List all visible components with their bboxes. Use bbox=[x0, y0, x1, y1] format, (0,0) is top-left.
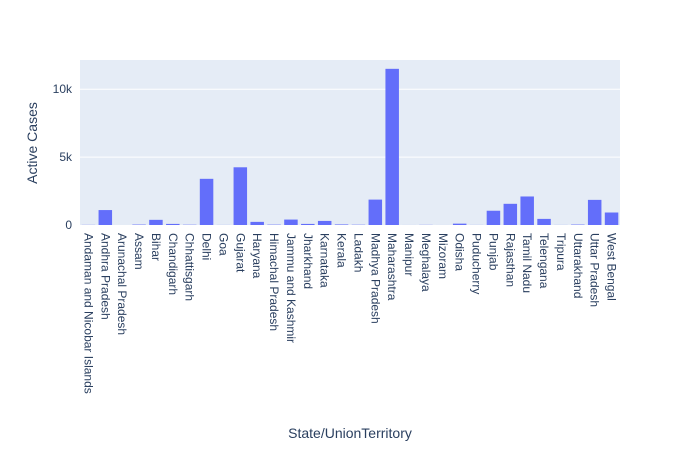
plot-background bbox=[80, 60, 620, 225]
x-tick-label: Assam bbox=[132, 233, 146, 270]
bar[interactable] bbox=[284, 219, 298, 225]
x-tick-label: Kerala bbox=[335, 233, 349, 268]
x-tick-label: Jammu and Kashmir bbox=[284, 233, 298, 343]
y-tick-label: 10k bbox=[53, 82, 73, 96]
bar[interactable] bbox=[317, 220, 332, 225]
x-tick-label: Tamil Nadu bbox=[520, 233, 534, 293]
bar[interactable] bbox=[368, 199, 383, 225]
x-tick-label: Tripura bbox=[554, 233, 568, 271]
x-tick-label: Uttarakhand bbox=[571, 233, 585, 298]
x-tick-labels: Andaman and Nicobar Islands Andhra Prades… bbox=[81, 233, 618, 394]
x-tick-label: Mizoram bbox=[436, 233, 450, 279]
x-axis-title: State/UnionTerritory bbox=[288, 425, 412, 441]
x-tick-label: Andaman and Nicobar Islands bbox=[81, 233, 95, 394]
x-tick-label: Rajasthan bbox=[503, 233, 517, 287]
x-tick-label: Odisha bbox=[453, 233, 467, 271]
bar[interactable] bbox=[149, 219, 163, 225]
x-tick-label: Maharashtra bbox=[385, 233, 399, 301]
x-tick-label: Haryana bbox=[250, 233, 264, 279]
y-tick-labels: 0 5k 10k bbox=[53, 82, 73, 232]
x-tick-label: Arunachal Pradesh bbox=[115, 233, 129, 335]
bar[interactable] bbox=[452, 223, 467, 225]
bar[interactable] bbox=[537, 218, 551, 225]
bar[interactable] bbox=[166, 223, 180, 225]
bar[interactable] bbox=[385, 68, 399, 225]
bar[interactable] bbox=[233, 167, 248, 225]
gridlines bbox=[80, 88, 620, 158]
bar[interactable] bbox=[520, 196, 534, 225]
x-tick-label: Delhi bbox=[200, 233, 214, 260]
x-tick-label: Chandigarh bbox=[166, 233, 180, 295]
y-axis-title: Active Cases bbox=[24, 102, 40, 184]
x-tick-label: West Bengal bbox=[605, 233, 619, 301]
bar[interactable] bbox=[604, 212, 619, 225]
bar[interactable] bbox=[503, 203, 518, 225]
bar[interactable] bbox=[486, 210, 501, 225]
x-tick-label: Goa bbox=[216, 233, 230, 256]
bars bbox=[81, 68, 619, 225]
x-tick-label: Himachal Pradesh bbox=[267, 233, 281, 331]
bar[interactable] bbox=[98, 210, 113, 225]
x-tick-label: Chhattisgarh bbox=[183, 233, 197, 301]
x-tick-label: Ladakh bbox=[351, 233, 365, 272]
bar[interactable] bbox=[334, 224, 349, 225]
bar[interactable] bbox=[250, 221, 264, 225]
y-tick-label: 0 bbox=[65, 218, 72, 232]
bar[interactable] bbox=[587, 199, 602, 225]
x-tick-label: Telengana bbox=[537, 233, 551, 289]
x-tick-label: Gujarat bbox=[233, 233, 247, 273]
x-tick-label: Jharkhand bbox=[301, 233, 315, 289]
x-tick-label: Punjab bbox=[486, 233, 500, 271]
y-tick-label: 5k bbox=[59, 150, 73, 164]
x-tick-label: Karnataka bbox=[318, 233, 332, 288]
x-tick-label: Manipur bbox=[402, 233, 416, 276]
bar[interactable] bbox=[301, 223, 315, 225]
x-tick-label: Bihar bbox=[149, 233, 163, 261]
x-tick-label: Puducherry bbox=[470, 233, 484, 294]
x-tick-label: Meghalaya bbox=[419, 233, 433, 292]
x-tick-label: Madhya Pradesh bbox=[368, 233, 382, 324]
bar[interactable] bbox=[199, 178, 214, 225]
x-tick-label: Andhra Pradesh bbox=[98, 233, 112, 320]
x-tick-label: Uttar Pradesh bbox=[588, 233, 602, 307]
